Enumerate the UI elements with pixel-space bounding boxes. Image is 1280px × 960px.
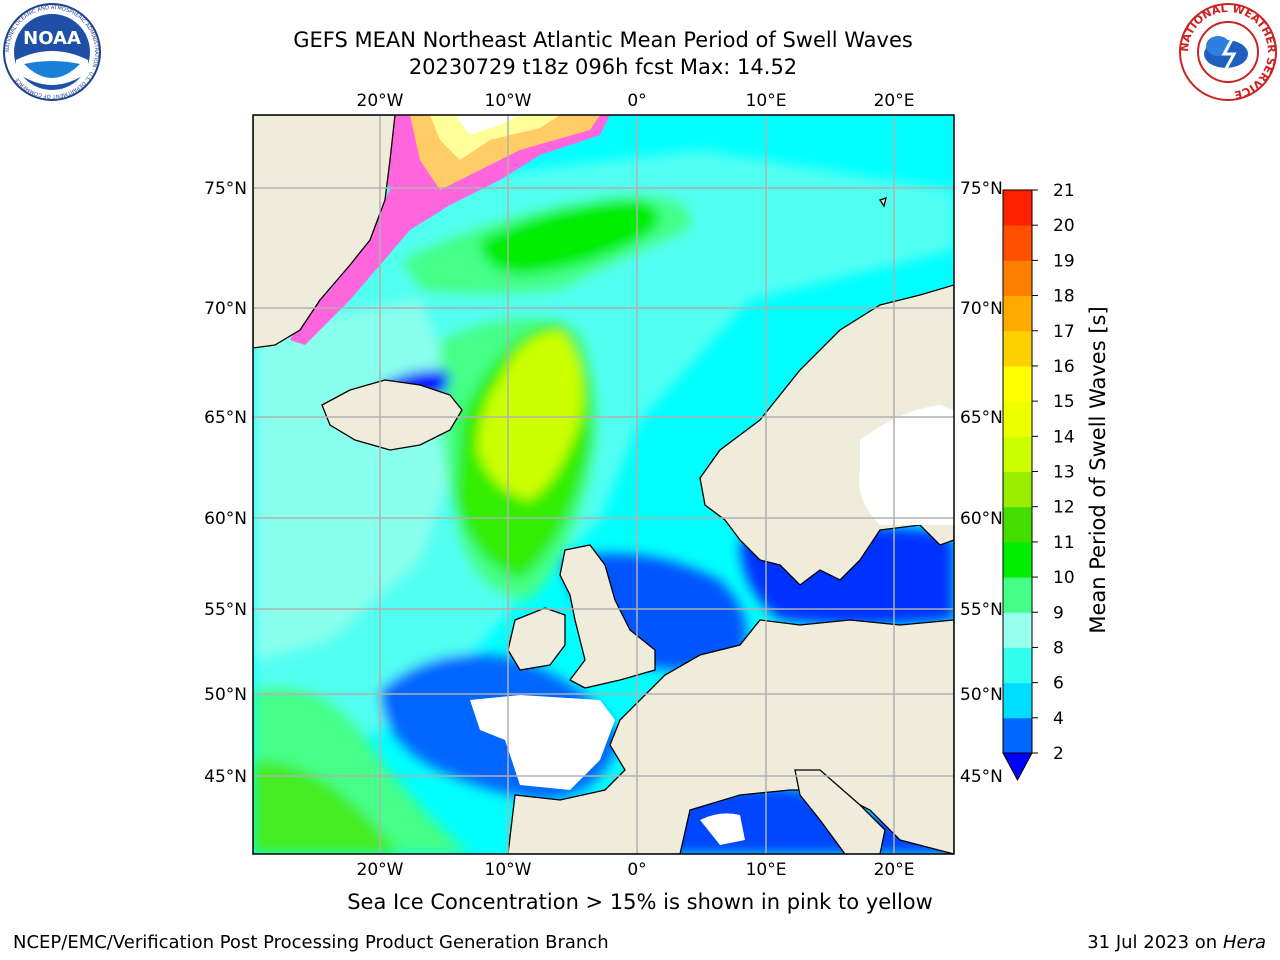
right-lat-label: 75°N: [960, 179, 1003, 199]
colorbar-segment: [1003, 401, 1032, 437]
footer-date-text: 31 Jul 2023 on: [1087, 932, 1223, 953]
colorbar-tick-label: 4: [1053, 709, 1064, 729]
right-lat-labels: 75°N 70°N 65°N 60°N 55°N 50°N 45°N: [960, 179, 1003, 787]
bottom-lon-label: 0°: [627, 860, 646, 880]
colorbar-segment: [1003, 365, 1032, 402]
colorbar-segment: [1003, 225, 1032, 261]
colorbar-tick-label: 2: [1053, 744, 1064, 764]
svalbard-land: [878, 197, 887, 208]
right-lat-label: 65°N: [960, 408, 1003, 428]
italy-land: [794, 769, 886, 854]
footer-host: Hera: [1222, 932, 1266, 953]
left-lat-label: 55°N: [204, 600, 247, 620]
land-masses: [253, 115, 954, 854]
top-lon-label: 20°E: [874, 91, 915, 111]
colorbar-segment: [1003, 330, 1032, 367]
right-lat-label: 50°N: [960, 685, 1003, 705]
right-lat-label: 55°N: [960, 600, 1003, 620]
swell-field: [253, 150, 954, 854]
top-lon-labels: 20°W 10°W 0° 10°E 20°E: [357, 91, 915, 111]
right-lat-label: 60°N: [960, 509, 1003, 529]
left-lat-label: 70°N: [204, 299, 247, 319]
colorbar-segment: [1003, 260, 1032, 297]
left-lat-label: 65°N: [204, 408, 247, 428]
sea-ice-caption: Sea Ice Concentration > 15% is shown in …: [347, 890, 933, 914]
great-britain-land: [559, 544, 656, 689]
colorbar-tick-label: 12: [1053, 498, 1075, 518]
colorbar-tick-label: 8: [1053, 638, 1064, 658]
colorbar-segment: [1003, 190, 1032, 226]
colorbar-label: Mean Period of Swell Waves [s]: [1086, 306, 1110, 634]
right-lat-label: 45°N: [960, 767, 1003, 787]
colorbar-tick-label: 11: [1053, 533, 1075, 553]
footer-credit: NCEP/EMC/Verification Post Processing Pr…: [13, 932, 609, 953]
colorbar-tick-label: 15: [1053, 392, 1075, 412]
left-lat-label: 60°N: [204, 509, 247, 529]
sea-ice-field: [290, 115, 610, 345]
graticule: [253, 115, 954, 854]
colorbar-tick-label: 18: [1053, 287, 1075, 307]
map-frame: [252, 114, 955, 855]
colorbar-segment: [1003, 647, 1032, 684]
colorbar-tick-label: 14: [1053, 427, 1075, 447]
iceland-land: [321, 379, 463, 451]
colorbar-extend-arrow: [1002, 752, 1033, 782]
bottom-lon-label: 10°E: [746, 860, 787, 880]
colorbar-segment: [1003, 506, 1032, 543]
bottom-lon-label: 10°W: [485, 860, 532, 880]
left-lat-label: 45°N: [204, 767, 247, 787]
colorbar-segment: [1003, 577, 1032, 613]
colorbar-segment: [1003, 717, 1032, 754]
colorbar-segment: [1003, 541, 1032, 578]
colorbar-segment: [1003, 471, 1032, 508]
colorbar-segment: [1003, 436, 1032, 472]
left-lat-label: 50°N: [204, 685, 247, 705]
colorbar-tick-label: 13: [1053, 463, 1075, 483]
bottom-lon-label: 20°E: [874, 860, 915, 880]
chart-title: GEFS MEAN Northeast Atlantic Mean Period…: [293, 28, 913, 52]
colorbar-tick-label: 19: [1053, 251, 1075, 271]
top-lon-label: 10°E: [746, 91, 787, 111]
greenland-land: [253, 115, 396, 349]
bottom-lon-label: 20°W: [357, 860, 404, 880]
left-lat-label: 75°N: [204, 179, 247, 199]
top-lon-label: 20°W: [357, 91, 404, 111]
colorbar-segment: [1003, 295, 1032, 332]
map-plot-area: [253, 115, 954, 854]
colorbar-segment: [1003, 682, 1032, 719]
bottom-lon-labels: 20°W 10°W 0° 10°E 20°E: [357, 860, 915, 880]
colorbar-tick-label: 6: [1053, 674, 1064, 694]
colorbar: 2 4 6 8 9 10 11 12 13 14 15 16 17 18 19 20 21: [1002, 181, 1075, 782]
colorbar-tick-label: 17: [1053, 322, 1075, 342]
footer-date: 31 Jul 2023 on Hera: [1087, 932, 1266, 953]
colorbar-tick-label: 9: [1053, 603, 1064, 623]
colorbar-tick-label: 21: [1053, 181, 1075, 201]
no-data-areas: [470, 405, 954, 845]
colorbar-tick-label: 20: [1053, 216, 1075, 236]
noaa-logo-text: NOAA: [23, 28, 81, 49]
top-lon-label: 0°: [627, 91, 646, 111]
colorbar-tick-label: 10: [1053, 568, 1075, 588]
top-lon-label: 10°W: [485, 91, 532, 111]
nws-logo-icon: NATIONAL WEATHER SERVICE: [1178, 2, 1278, 101]
colorbar-segment: [1003, 612, 1032, 648]
colorbar-tick-label: 16: [1053, 357, 1075, 377]
right-lat-label: 70°N: [960, 299, 1003, 319]
left-lat-labels: 75°N 70°N 65°N 60°N 55°N 50°N 45°N: [204, 179, 247, 787]
noaa-logo-icon: NOAA NATIONAL OCEANIC AND ATMOSPHERIC AD…: [3, 3, 101, 101]
chart-subtitle: 20230729 t18z 096h fcst Max: 14.52: [408, 55, 798, 79]
